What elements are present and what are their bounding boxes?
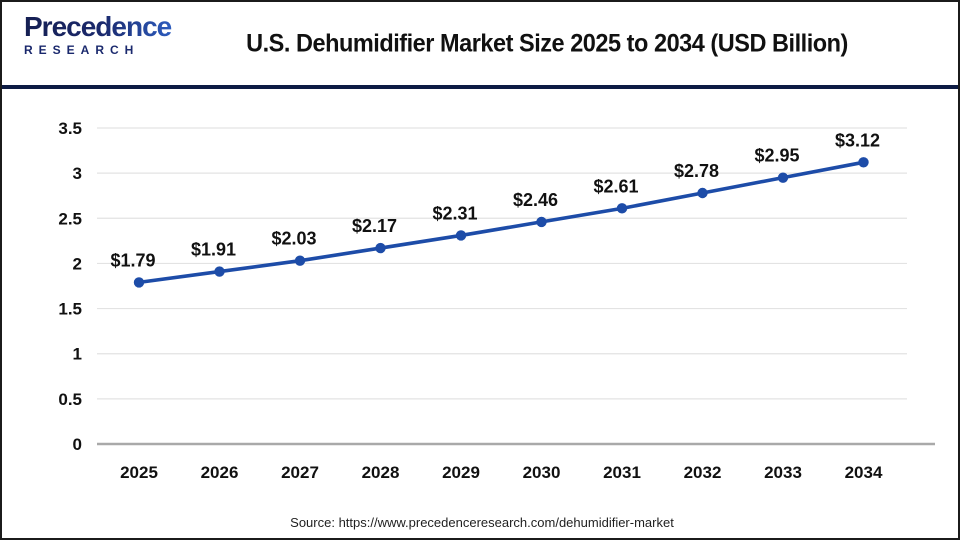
y-tick-label: 0 (73, 435, 82, 454)
value-label: $1.91 (191, 240, 236, 260)
value-label: $2.31 (432, 203, 477, 223)
data-point (777, 172, 789, 183)
value-label: $2.78 (674, 161, 719, 181)
x-tick-label: 2034 (845, 463, 883, 482)
y-tick-label: 2 (73, 254, 82, 273)
x-tick-label: 2027 (281, 463, 319, 482)
y-tick-label: 1.5 (58, 300, 82, 319)
header-divider (2, 85, 958, 89)
data-point (214, 266, 225, 277)
chart-title: U.S. Dehumidifier Market Size 2025 to 20… (246, 29, 848, 57)
x-tick-label: 2029 (442, 463, 480, 482)
series-line (137, 160, 866, 285)
source-link: Source: https://www.precedenceresearch.c… (290, 515, 674, 530)
data-point (858, 157, 869, 168)
value-label: $1.79 (110, 250, 155, 270)
x-tick-label: 2031 (603, 463, 641, 482)
precedence-research-logo: Precedence RESEARCH (24, 12, 224, 58)
x-tick-label: 2033 (764, 463, 802, 482)
x-tick-label: 2028 (362, 463, 400, 482)
y-tick-label: 3.5 (58, 119, 82, 138)
y-tick-label: 2.5 (58, 209, 82, 228)
data-point (133, 277, 145, 288)
value-label: $2.46 (513, 190, 558, 210)
data-point (294, 255, 306, 266)
x-tick-label: 2032 (684, 463, 722, 482)
value-label: $3.12 (835, 130, 880, 150)
y-tick-label: 1 (73, 345, 82, 364)
data-point (455, 230, 467, 241)
y-tick-label: 0.5 (58, 390, 82, 409)
data-point (697, 187, 708, 199)
line-chart: 0 0.5 1 1.5 2 2.5 3 3.5 2025 2026 2027 2028 2029 2030… (58, 119, 935, 482)
value-label: $2.95 (754, 146, 799, 166)
data-point (616, 203, 628, 214)
header: Precedence RESEARCH U.S. Dehumidifier Ma… (2, 2, 958, 85)
value-label: $2.61 (593, 176, 638, 196)
logo-subtitle: RESEARCH (24, 43, 224, 57)
value-label: $2.03 (271, 229, 316, 249)
x-tick-label: 2026 (201, 463, 239, 482)
chart-area: 0 0.5 1 1.5 2 2.5 3 3.5 2025 2026 2027 2028 2029 2030… (2, 89, 958, 538)
y-tick-label: 3 (73, 164, 82, 183)
value-label: $2.17 (352, 216, 397, 236)
data-point (536, 216, 547, 228)
x-tick-label: 2030 (523, 463, 561, 482)
logo-wordmark: Precedence (24, 12, 224, 42)
x-tick-label: 2025 (120, 463, 158, 482)
data-point (375, 242, 386, 254)
